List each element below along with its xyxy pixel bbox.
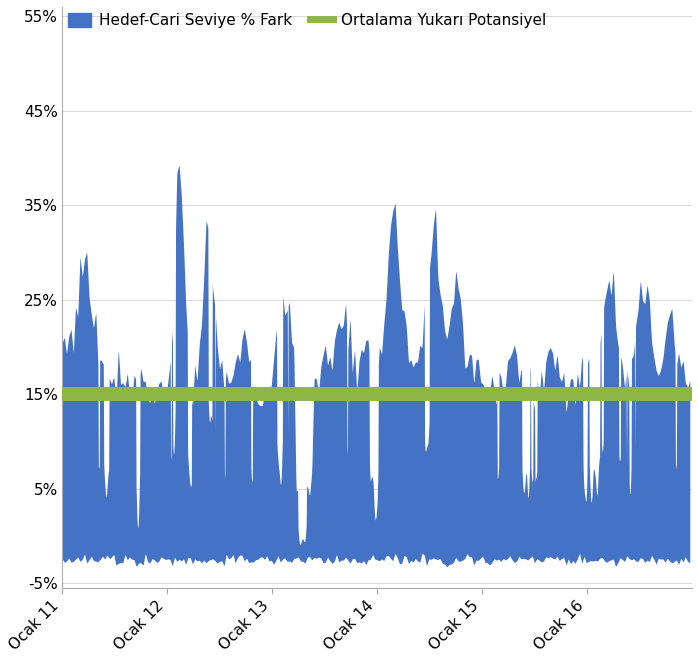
Legend: Hedef-Cari Seviye % Fark, Ortalama Yukarı Potansiyel: Hedef-Cari Seviye % Fark, Ortalama Yukar… xyxy=(62,7,552,34)
